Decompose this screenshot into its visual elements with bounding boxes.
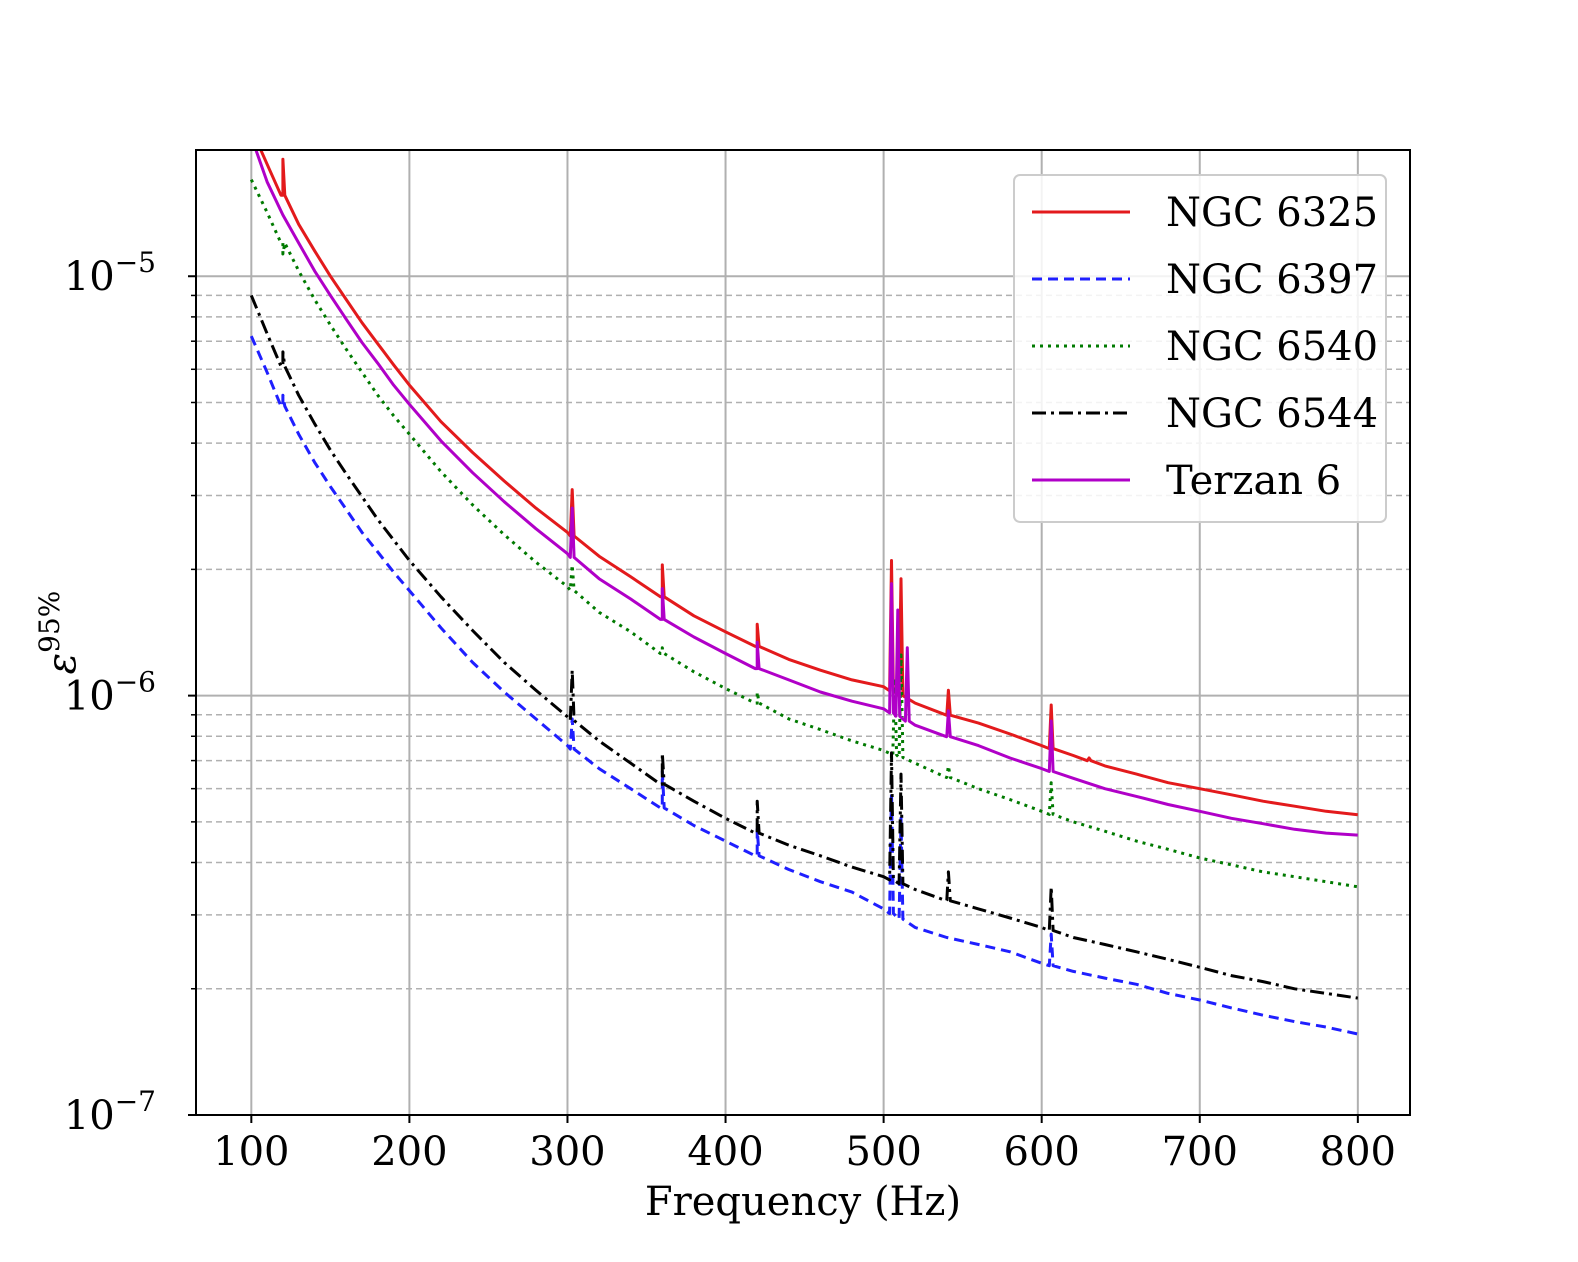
x-tick-label: 200 xyxy=(371,1129,447,1175)
legend-label: NGC 6540 xyxy=(1166,324,1378,370)
series-line xyxy=(254,150,1358,837)
legend-box xyxy=(1013,174,1387,523)
y-tick-label: 10−6 xyxy=(64,666,156,720)
y-tick-label: 10−5 xyxy=(64,246,156,300)
legend-label: NGC 6544 xyxy=(1166,391,1378,437)
legend-label: NGC 6325 xyxy=(1166,190,1378,236)
y-axis-label: ε95% xyxy=(33,591,85,675)
x-tick-label: 600 xyxy=(1004,1129,1080,1175)
series-line xyxy=(249,294,1359,1000)
axis-ticks: 100 200 300 400 500 600 700 800 10−7 10−6 10−5 xyxy=(64,246,1396,1175)
legend: NGC 6325 NGC 6397 NGC 6540 NGC 6544 Terzan 6 xyxy=(1013,174,1387,523)
axes-frame xyxy=(195,149,1411,1116)
legend-label: NGC 6397 xyxy=(1166,257,1378,303)
x-axis-label: Frequency (Hz) xyxy=(645,1179,961,1225)
x-tick-label: 400 xyxy=(687,1129,763,1175)
series-line xyxy=(259,150,1358,817)
y-axis-label-symbol: ε xyxy=(39,653,85,674)
x-tick-label: 300 xyxy=(529,1129,605,1175)
plot-series xyxy=(249,150,1359,1036)
x-tick-label: 500 xyxy=(845,1129,921,1175)
x-tick-label: 700 xyxy=(1162,1129,1238,1175)
x-tick-label: 800 xyxy=(1320,1129,1396,1175)
legend-label: Terzan 6 xyxy=(1166,458,1341,504)
svg-text:ε95%: ε95% xyxy=(33,591,85,675)
y-axis-label-superscript: 95% xyxy=(33,591,66,653)
y-tick-label: 10−7 xyxy=(64,1085,156,1139)
x-tick-label: 100 xyxy=(213,1129,289,1175)
